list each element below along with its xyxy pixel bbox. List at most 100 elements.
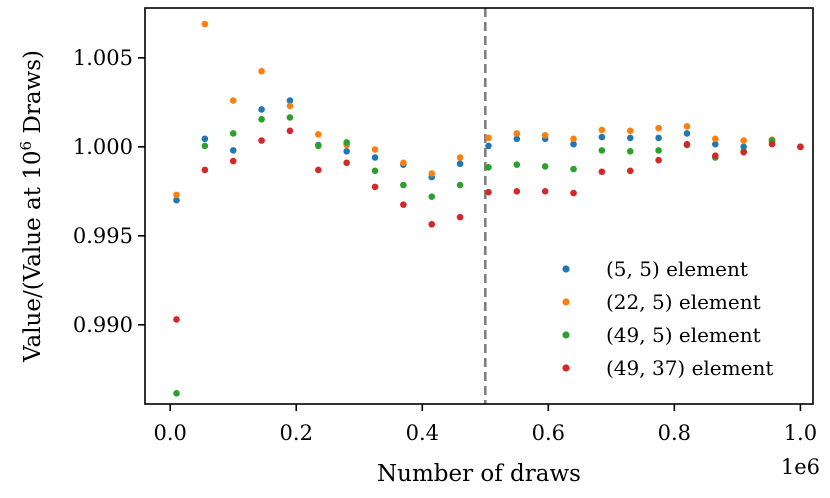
data-point-series-3 — [683, 140, 691, 148]
data-point-series-3 — [428, 220, 436, 228]
data-point-series-1 — [258, 67, 265, 75]
x-tick-label: 0.4 — [406, 421, 439, 445]
data-point-series-0 — [343, 147, 350, 155]
legend: (5, 5) element (22, 5) element (49, 5) e… — [562, 257, 773, 380]
data-point-series-0 — [371, 154, 379, 161]
data-point-series-2 — [343, 139, 350, 146]
data-point-series-2 — [400, 181, 407, 189]
data-point-series-0 — [513, 135, 521, 143]
data-point-series-1 — [570, 135, 577, 143]
data-point-series-1 — [173, 191, 180, 199]
legend-marker-22-5 — [562, 298, 570, 306]
data-point-series-2 — [173, 390, 180, 397]
data-point-series-2 — [598, 147, 606, 154]
x-axis-label: Number of draws — [377, 461, 581, 487]
data-point-series-1 — [712, 135, 719, 143]
data-point-series-1 — [655, 124, 662, 132]
x-tick-label: 0.0 — [154, 421, 187, 445]
data-point-series-3 — [371, 183, 379, 191]
data-point-series-3 — [229, 157, 237, 165]
y-axis-label: Value/(Value at 106 Draws) — [17, 50, 46, 363]
legend-marker-49-5 — [562, 331, 570, 339]
y-axis-label-prefix: Value/(Value at 10 — [20, 150, 46, 363]
data-point-series-0 — [173, 196, 180, 204]
data-point-series-0 — [712, 140, 719, 148]
data-point-series-3 — [541, 188, 549, 195]
data-point-series-3 — [655, 156, 662, 164]
data-point-series-0 — [456, 160, 464, 168]
y-tick-label: 0.995 — [73, 224, 133, 248]
data-point-series-0 — [655, 134, 662, 142]
x-axis-offset-label: 1e6 — [781, 455, 820, 479]
data-point-series-1 — [626, 127, 634, 135]
y-tick-label: 1.000 — [73, 135, 133, 159]
data-point-series-3 — [768, 140, 776, 148]
data-point-series-3 — [570, 189, 577, 197]
data-point-series-1 — [286, 102, 294, 110]
data-point-series-3 — [201, 166, 209, 174]
data-point-series-0 — [683, 130, 691, 137]
x-tick-label: 0.2 — [280, 421, 313, 445]
data-point-series-3 — [712, 152, 719, 160]
data-point-series-0 — [485, 142, 492, 150]
y-axis: 0.990 0.995 1.000 1.005 — [73, 46, 145, 337]
data-point-series-1 — [598, 126, 606, 134]
data-point-series-0 — [626, 134, 634, 142]
data-point-series-2 — [315, 142, 322, 150]
x-tick-label: 0.8 — [658, 421, 691, 445]
data-point-series-2 — [485, 163, 492, 171]
data-point-series-3 — [626, 167, 634, 175]
x-tick-label: 1.0 — [784, 421, 817, 445]
data-point-series-0 — [598, 133, 606, 141]
data-point-series-1 — [541, 131, 549, 139]
data-point-series-3 — [400, 201, 407, 208]
data-point-series-1 — [428, 170, 436, 177]
data-point-series-2 — [258, 115, 265, 123]
legend-label-49-37: (49, 37) element — [606, 356, 773, 380]
data-point-series-1 — [683, 123, 691, 130]
data-point-series-1 — [201, 20, 209, 28]
data-point-series-1 — [513, 130, 521, 137]
data-point-series-2 — [456, 181, 464, 189]
data-point-series-2 — [541, 163, 549, 170]
y-axis-label-exponent: 6 — [17, 141, 35, 151]
y-tick-label: 0.990 — [73, 313, 133, 337]
data-point-series-0 — [201, 135, 209, 143]
x-axis: 0.0 0.2 0.4 0.6 0.8 1.0 — [154, 404, 817, 445]
data-point-series-2 — [570, 165, 577, 173]
data-point-series-2 — [371, 167, 379, 175]
y-axis-label-suffix: Draws) — [20, 50, 46, 141]
data-point-series-0 — [286, 97, 294, 104]
data-point-series-1 — [485, 134, 492, 142]
data-point-series-3 — [598, 168, 606, 176]
data-point-series-1 — [456, 154, 464, 161]
data-point-series-1 — [229, 97, 237, 104]
data-point-series-2 — [229, 130, 237, 137]
data-point-series-1 — [315, 131, 322, 138]
x-tick-label: 0.6 — [532, 421, 565, 445]
legend-marker-5-5 — [562, 265, 570, 273]
data-point-series-3 — [173, 316, 180, 323]
data-point-series-2 — [428, 193, 436, 200]
plot-frame — [144, 7, 814, 405]
data-point-series-3 — [485, 188, 492, 196]
data-point-series-2 — [286, 114, 294, 121]
data-point-series-2 — [513, 161, 521, 168]
data-point-series-3 — [797, 143, 804, 151]
legend-label-5-5: (5, 5) element — [606, 257, 748, 281]
data-point-series-3 — [740, 148, 747, 156]
data-point-series-0 — [229, 147, 237, 154]
data-points — [173, 20, 804, 397]
data-point-series-1 — [371, 146, 379, 153]
legend-label-22-5: (22, 5) element — [606, 290, 761, 314]
data-point-series-3 — [258, 137, 265, 144]
legend-label-49-5: (49, 5) element — [606, 323, 761, 347]
y-tick-label: 1.005 — [73, 46, 133, 70]
data-point-series-0 — [570, 140, 577, 148]
data-point-series-3 — [286, 127, 294, 135]
data-point-series-2 — [626, 147, 634, 155]
data-point-series-3 — [456, 213, 464, 221]
legend-marker-49-37 — [562, 364, 570, 372]
data-point-series-3 — [513, 188, 521, 195]
